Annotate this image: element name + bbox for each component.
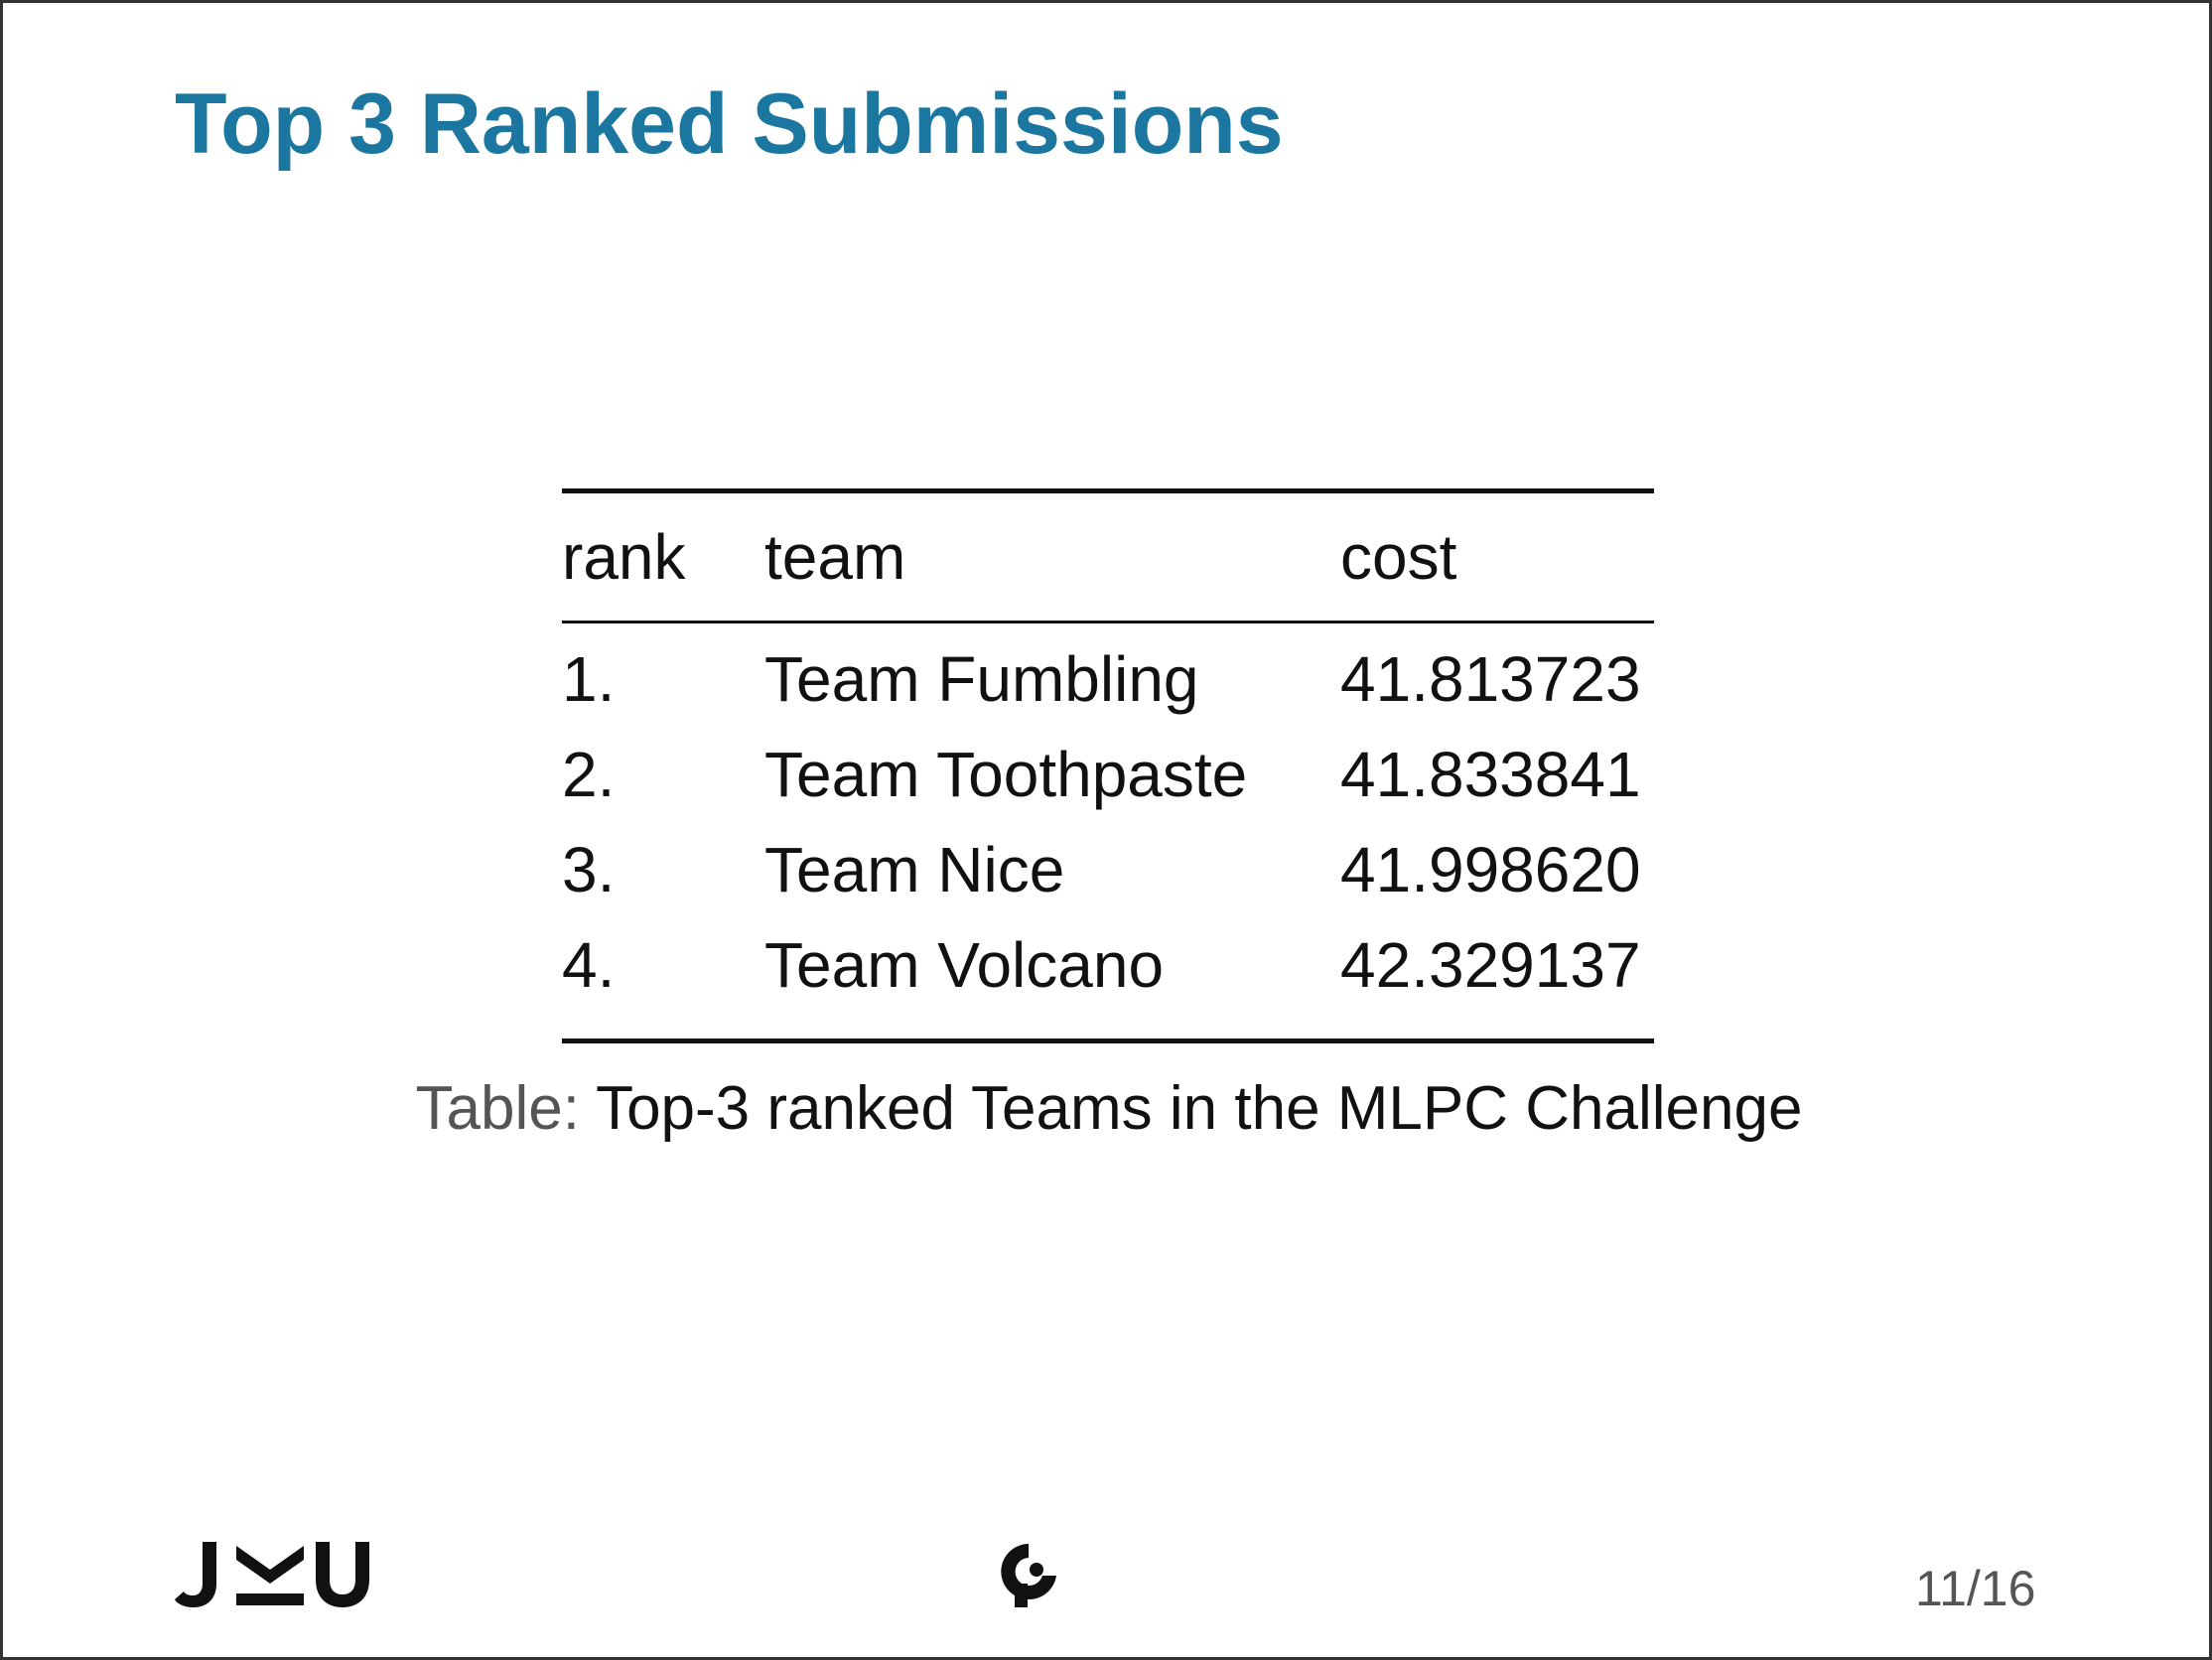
row-cost: 41.998620 — [1340, 834, 1641, 905]
slide-title: Top 3 Ranked Submissions — [175, 76, 1284, 172]
results-table: rank team cost 1. Team Fumbling 41.81372… — [562, 488, 1654, 1043]
jku-logo-icon — [175, 1542, 369, 1607]
table-top-rule — [562, 488, 1654, 493]
header-rank: rank — [562, 521, 686, 593]
page-number: 11/16 — [1915, 1561, 2036, 1616]
caption-prefix: Table: — [415, 1074, 580, 1143]
table-header-rule — [562, 621, 1654, 623]
row-cost: 41.833841 — [1340, 739, 1641, 810]
table-caption: Table: Top-3 ranked Teams in the MLPC Ch… — [3, 1073, 2209, 1144]
institute-logo-icon — [1001, 1544, 1056, 1607]
row-team: Team Nice — [764, 834, 1065, 905]
table-row: 3. Team Nice 41.998620 — [562, 822, 1654, 917]
row-team: Team Toothpaste — [764, 739, 1248, 810]
row-rank: 3. — [562, 834, 616, 905]
row-team: Team Fumbling — [764, 643, 1199, 715]
table-bottom-rule — [562, 1038, 1654, 1043]
table-row: 2. Team Toothpaste 41.833841 — [562, 727, 1654, 822]
header-team: team — [764, 521, 906, 593]
table-row: 4. Team Volcano 42.329137 — [562, 917, 1654, 1013]
table-header-row: rank team cost — [562, 493, 1654, 621]
row-rank: 4. — [562, 929, 616, 1001]
table-row: 1. Team Fumbling 41.813723 — [562, 631, 1654, 727]
header-cost: cost — [1340, 521, 1457, 593]
table-body: 1. Team Fumbling 41.813723 2. Team Tooth… — [562, 623, 1654, 1038]
row-rank: 2. — [562, 739, 616, 810]
row-team: Team Volcano — [764, 929, 1165, 1001]
row-cost: 42.329137 — [1340, 929, 1641, 1001]
row-cost: 41.813723 — [1340, 643, 1641, 715]
caption-text: Top-3 ranked Teams in the MLPC Challenge — [596, 1074, 1803, 1143]
row-rank: 1. — [562, 643, 616, 715]
